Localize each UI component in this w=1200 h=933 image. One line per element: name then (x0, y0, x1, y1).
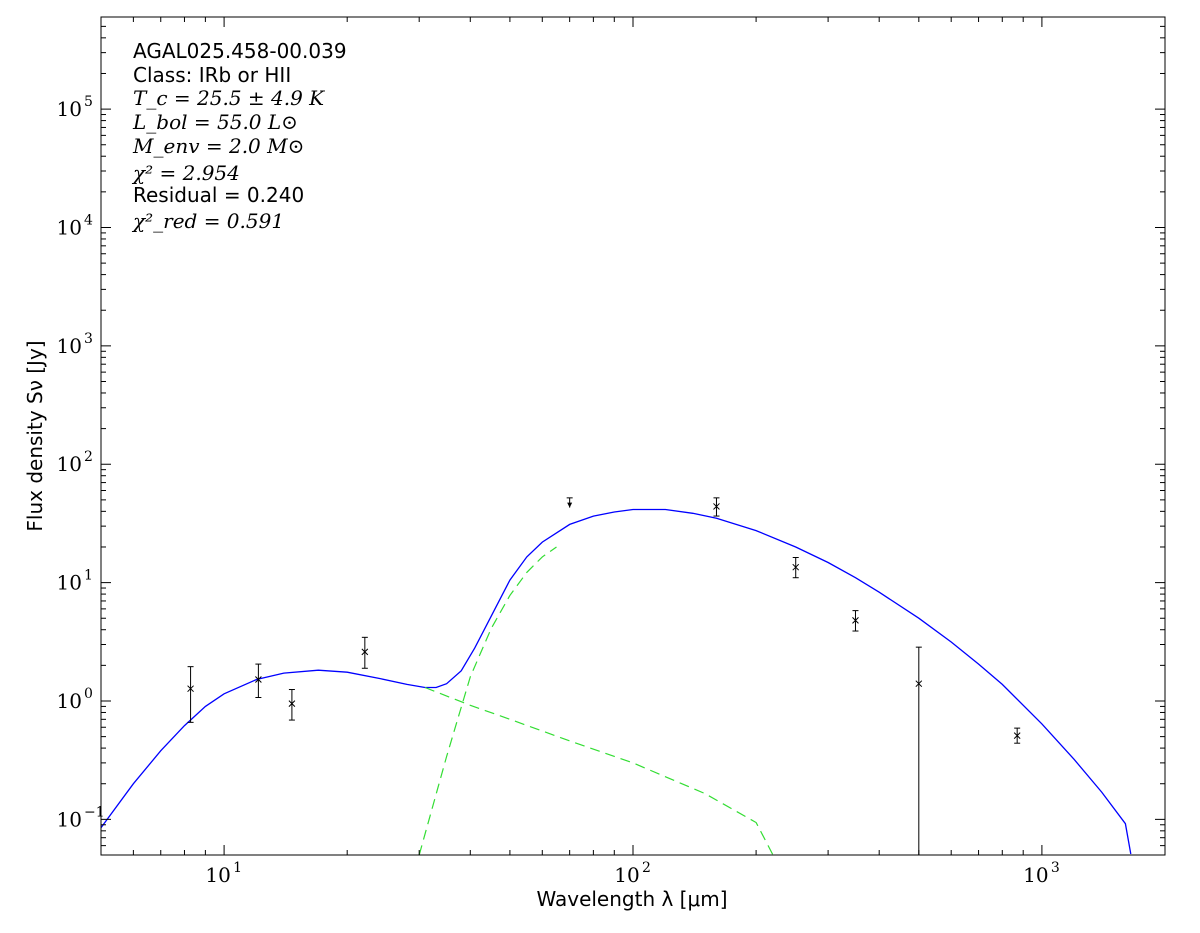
data-point (255, 663, 262, 699)
chi2-label: χ² = 2.954 (131, 161, 240, 185)
chi2-red-label: χ²_red = 0.591 (131, 209, 284, 233)
data-point (187, 666, 194, 723)
y-tick-label: 10 (57, 571, 82, 595)
point-marker (255, 676, 262, 683)
y-tick-exponent: −1 (84, 804, 105, 820)
fit-annotations: AGAL025.458-00.039 Class: IRb or HII T_c… (131, 39, 347, 233)
y-tick-label: 10 (57, 452, 82, 476)
data-point (915, 646, 923, 855)
x-axis-label: Wavelength λ [μm] (536, 887, 727, 911)
component-curve-2 (418, 546, 557, 855)
axis-ticks: 10 1 10 2 10 310 −110 010 110 210 310 410 5 (57, 16, 1166, 887)
x-tick-exponent: 2 (642, 860, 651, 876)
data-point (852, 610, 859, 632)
data-point (792, 556, 800, 579)
point-marker (187, 685, 194, 693)
point-marker (1013, 732, 1021, 739)
model-curves (101, 508, 1132, 855)
mass-label: M_env = 2.0 M⊙ (132, 134, 304, 158)
total-fit-curve (101, 508, 1132, 855)
data-point (1013, 727, 1021, 744)
class-label: Class: IRb or HII (133, 63, 291, 87)
luminosity-label: L_bol = 55.0 L⊙ (132, 110, 298, 134)
y-tick-exponent: 3 (84, 331, 93, 347)
data-point (288, 689, 296, 721)
y-tick-exponent: 5 (84, 94, 93, 110)
point-marker (852, 616, 859, 624)
point-marker (792, 563, 800, 571)
point-marker (288, 700, 296, 707)
source-name: AGAL025.458-00.039 (133, 39, 347, 63)
x-tick-label: 10 (205, 863, 230, 887)
y-tick-label: 10 (57, 215, 82, 239)
temperature-label: T_c = 25.5 ± 4.9 K (133, 86, 325, 110)
y-tick-exponent: 1 (84, 568, 93, 584)
x-tick-exponent: 3 (1051, 860, 1060, 876)
y-tick-label: 10 (57, 689, 82, 713)
point-marker (915, 680, 923, 688)
component-curve-1 (424, 686, 774, 855)
x-tick-label: 10 (614, 863, 639, 887)
y-tick-exponent: 2 (84, 449, 93, 465)
y-tick-label: 10 (57, 97, 82, 121)
x-tick-label: 10 (1023, 863, 1048, 887)
point-marker (713, 503, 720, 510)
y-axis-label: Flux density Sν [Jy] (23, 340, 47, 531)
y-tick-exponent: 4 (84, 212, 93, 228)
upper-limit-arrow (567, 502, 573, 508)
y-tick-label: 10 (57, 334, 82, 358)
residual-label: Residual = 0.240 (133, 183, 304, 207)
data-point (361, 636, 369, 669)
x-tick-exponent: 1 (233, 860, 242, 876)
data-points (187, 497, 1021, 855)
y-tick-exponent: 0 (84, 686, 93, 702)
upper-limit (566, 497, 573, 508)
point-marker (361, 648, 369, 656)
data-point (713, 497, 720, 517)
y-tick-label: 10 (57, 807, 82, 831)
